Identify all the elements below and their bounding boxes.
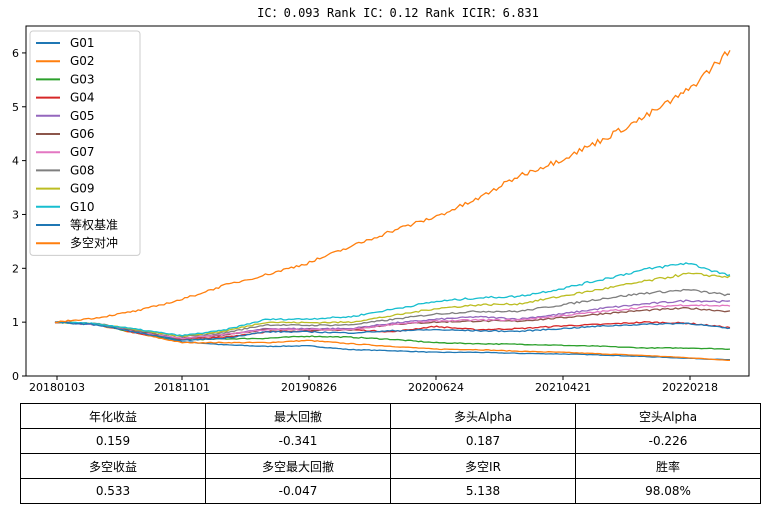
table-row: 多空收益 多空最大回撤 多空IR 胜率 <box>20 453 761 479</box>
plot-lines <box>54 50 731 362</box>
series-line <box>54 321 731 342</box>
chart-title: IC：0.093 Rank IC：0.12 Rank ICIR：6.831 <box>257 6 539 20</box>
x-tick-label: 20190826 <box>281 381 337 394</box>
y-tick-label: 3 <box>12 208 19 221</box>
x-axis: 20180103 20181101 20190826 20200624 20210421… <box>29 376 718 394</box>
legend-label: G05 <box>70 109 95 123</box>
y-tick-label: 1 <box>12 316 19 329</box>
y-tick-label: 4 <box>12 155 19 168</box>
table-cell: 多空最大回撤 <box>205 453 391 479</box>
series-line <box>54 321 731 361</box>
table-cell: -0.226 <box>575 428 761 454</box>
x-tick-label: 20210421 <box>535 381 591 394</box>
legend-label: G02 <box>70 54 95 68</box>
stats-table: 年化收益 最大回撤 多头Alpha 空头Alpha 0.159 -0.341 0… <box>20 403 761 504</box>
table-cell: 空头Alpha <box>575 403 761 429</box>
table-cell: 胜率 <box>575 453 761 479</box>
plot-frame <box>25 25 750 377</box>
x-tick-label: 20200624 <box>408 381 464 394</box>
table-row: 0.533 -0.047 5.138 98.08% <box>20 478 761 504</box>
legend-label: G09 <box>70 182 95 196</box>
legend-label: 多空对冲 <box>70 235 118 250</box>
table-cell: 0.159 <box>20 428 206 454</box>
y-tick-label: 0 <box>12 370 19 383</box>
table-cell: 5.138 <box>390 478 576 504</box>
chart: IC：0.093 Rank IC：0.12 Rank ICIR：6.831 0 1… <box>12 6 750 394</box>
table-cell: 多空IR <box>390 453 576 479</box>
table-row: 0.159 -0.341 0.187 -0.226 <box>20 428 761 454</box>
legend-label: G10 <box>70 200 95 214</box>
series-line <box>54 304 731 340</box>
series-line <box>54 321 731 362</box>
table-cell: 多头Alpha <box>390 403 576 429</box>
table-cell: 0.533 <box>20 478 206 504</box>
series-line <box>55 50 731 324</box>
y-tick-label: 6 <box>12 47 19 60</box>
y-axis: 0 1 2 3 4 5 6 <box>12 47 26 383</box>
table-cell: 最大回撤 <box>205 403 391 429</box>
x-tick-label: 20220218 <box>662 381 718 394</box>
x-tick-label: 20181101 <box>154 381 210 394</box>
legend-label: G06 <box>70 127 95 141</box>
x-tick-label: 20180103 <box>29 381 85 394</box>
y-tick-label: 2 <box>12 262 19 275</box>
table-cell: 0.187 <box>390 428 576 454</box>
series-line <box>55 272 731 337</box>
y-tick-label: 5 <box>12 101 19 114</box>
table-cell: -0.047 <box>205 478 391 504</box>
table-cell: 多空收益 <box>20 453 206 479</box>
legend-label: G01 <box>70 36 95 50</box>
table-cell: 年化收益 <box>20 403 206 429</box>
legend-label: G08 <box>70 163 95 177</box>
table-row: 年化收益 最大回撤 多头Alpha 空头Alpha <box>20 403 761 429</box>
legend-label: 等权基准 <box>70 218 118 232</box>
legend-label: G04 <box>70 91 95 105</box>
legend-label: G03 <box>70 72 95 86</box>
table-cell: -0.341 <box>205 428 391 454</box>
legend-box <box>29 30 141 256</box>
series-line <box>54 262 731 337</box>
table-cell: 98.08% <box>575 478 761 504</box>
legend-label: G07 <box>70 145 95 159</box>
